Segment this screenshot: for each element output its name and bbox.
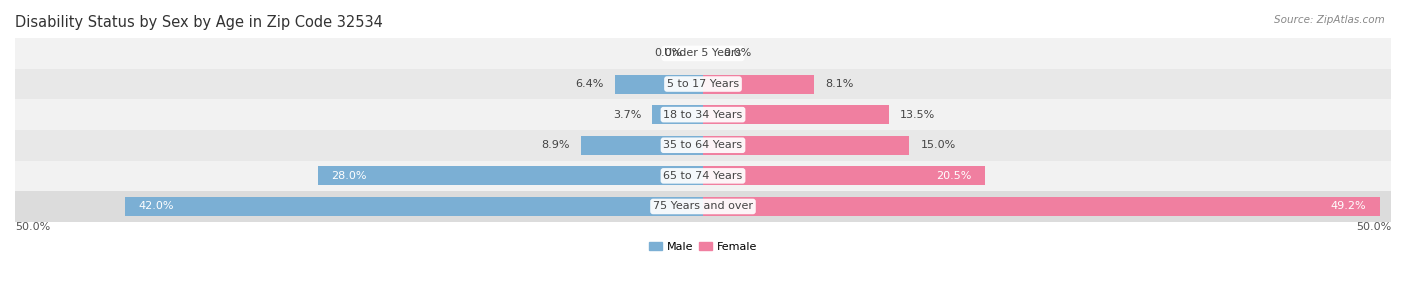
Bar (703, 105, 889, 124)
Text: Disability Status by Sex by Age in Zip Code 32534: Disability Status by Sex by Age in Zip C… (15, 15, 382, 30)
Bar (614, 74, 703, 94)
Text: 18 to 34 Years: 18 to 34 Years (664, 110, 742, 120)
Legend: Male, Female: Male, Female (644, 238, 762, 257)
Bar (15, 69, 1391, 99)
Text: 8.1%: 8.1% (825, 79, 853, 89)
Bar (125, 197, 703, 216)
Bar (703, 74, 814, 94)
Text: 13.5%: 13.5% (900, 110, 935, 120)
Bar (318, 166, 703, 185)
Text: 49.2%: 49.2% (1330, 202, 1367, 212)
Text: Under 5 Years: Under 5 Years (665, 48, 741, 58)
Text: 8.9%: 8.9% (541, 140, 569, 150)
Bar (15, 38, 1391, 69)
Bar (703, 136, 910, 155)
Bar (703, 166, 986, 185)
Text: 6.4%: 6.4% (575, 79, 605, 89)
Text: 50.0%: 50.0% (1355, 222, 1391, 232)
Text: 28.0%: 28.0% (332, 171, 367, 181)
Text: 42.0%: 42.0% (139, 202, 174, 212)
Text: 65 to 74 Years: 65 to 74 Years (664, 171, 742, 181)
Bar (15, 99, 1391, 130)
Text: Source: ZipAtlas.com: Source: ZipAtlas.com (1274, 15, 1385, 25)
Text: 50.0%: 50.0% (15, 222, 51, 232)
Text: 0.0%: 0.0% (724, 48, 752, 58)
Text: 5 to 17 Years: 5 to 17 Years (666, 79, 740, 89)
Bar (15, 191, 1391, 222)
Text: 15.0%: 15.0% (921, 140, 956, 150)
Bar (652, 105, 703, 124)
Text: 20.5%: 20.5% (936, 171, 972, 181)
Text: 3.7%: 3.7% (613, 110, 641, 120)
Text: 0.0%: 0.0% (654, 48, 682, 58)
Text: 35 to 64 Years: 35 to 64 Years (664, 140, 742, 150)
Text: 75 Years and over: 75 Years and over (652, 202, 754, 212)
Bar (15, 161, 1391, 191)
Bar (703, 197, 1381, 216)
Bar (581, 136, 703, 155)
Bar (15, 130, 1391, 161)
